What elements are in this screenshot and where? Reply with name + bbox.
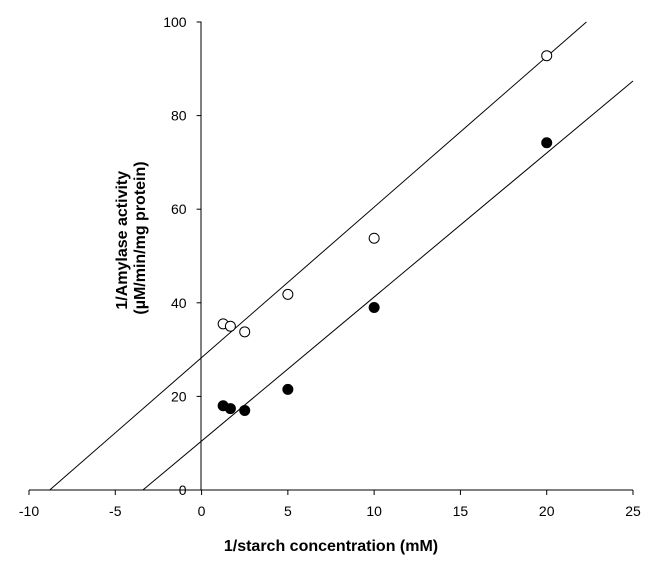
filled-circle-point: [368, 301, 380, 313]
open-circle-point: [282, 288, 294, 300]
x-tick-label: 0: [198, 503, 206, 519]
y-axis: 0 20 40 60 80 100: [163, 14, 202, 498]
x-tick-label: -10: [19, 503, 39, 519]
y-tick-label: 80: [171, 108, 187, 124]
open-circle-point: [224, 320, 236, 332]
y-axis-title: 1/Amylase activity (µM/min/mg protein): [114, 161, 149, 314]
x-tick-label: 20: [539, 503, 555, 519]
x-tick-label: 10: [366, 503, 382, 519]
filled-circle-point: [541, 137, 553, 149]
fit-line-2: [142, 80, 634, 491]
open-circle-point: [239, 326, 251, 338]
y-axis-title-line-2: (µM/min/mg protein): [132, 161, 149, 314]
filled-circle-point: [282, 383, 294, 395]
open-circle-point: [368, 232, 380, 244]
y-axis-title-line-1: 1/Amylase activity: [114, 171, 131, 310]
y-tick-label: 60: [171, 201, 187, 217]
filled-circle-point: [239, 404, 251, 416]
y-tick-label: 40: [171, 295, 187, 311]
y-tick-label: 100: [163, 14, 187, 30]
x-tick-label: 5: [284, 503, 292, 519]
y-tick-label: 20: [171, 388, 187, 404]
open-circle-point: [541, 50, 553, 62]
y-tick-label: 0: [179, 482, 187, 498]
x-axis: -10 -5 0 5 10 15 20 25: [19, 489, 641, 519]
x-tick-label: 25: [625, 503, 641, 519]
x-axis-title: 1/starch concentration (mM): [224, 538, 438, 555]
x-tick-label: 15: [453, 503, 469, 519]
fit-line-1: [49, 21, 587, 491]
fit-lines: [49, 21, 634, 491]
data-points: [217, 50, 553, 416]
x-tick-label: -5: [109, 503, 122, 519]
filled-circle-point: [224, 403, 236, 415]
